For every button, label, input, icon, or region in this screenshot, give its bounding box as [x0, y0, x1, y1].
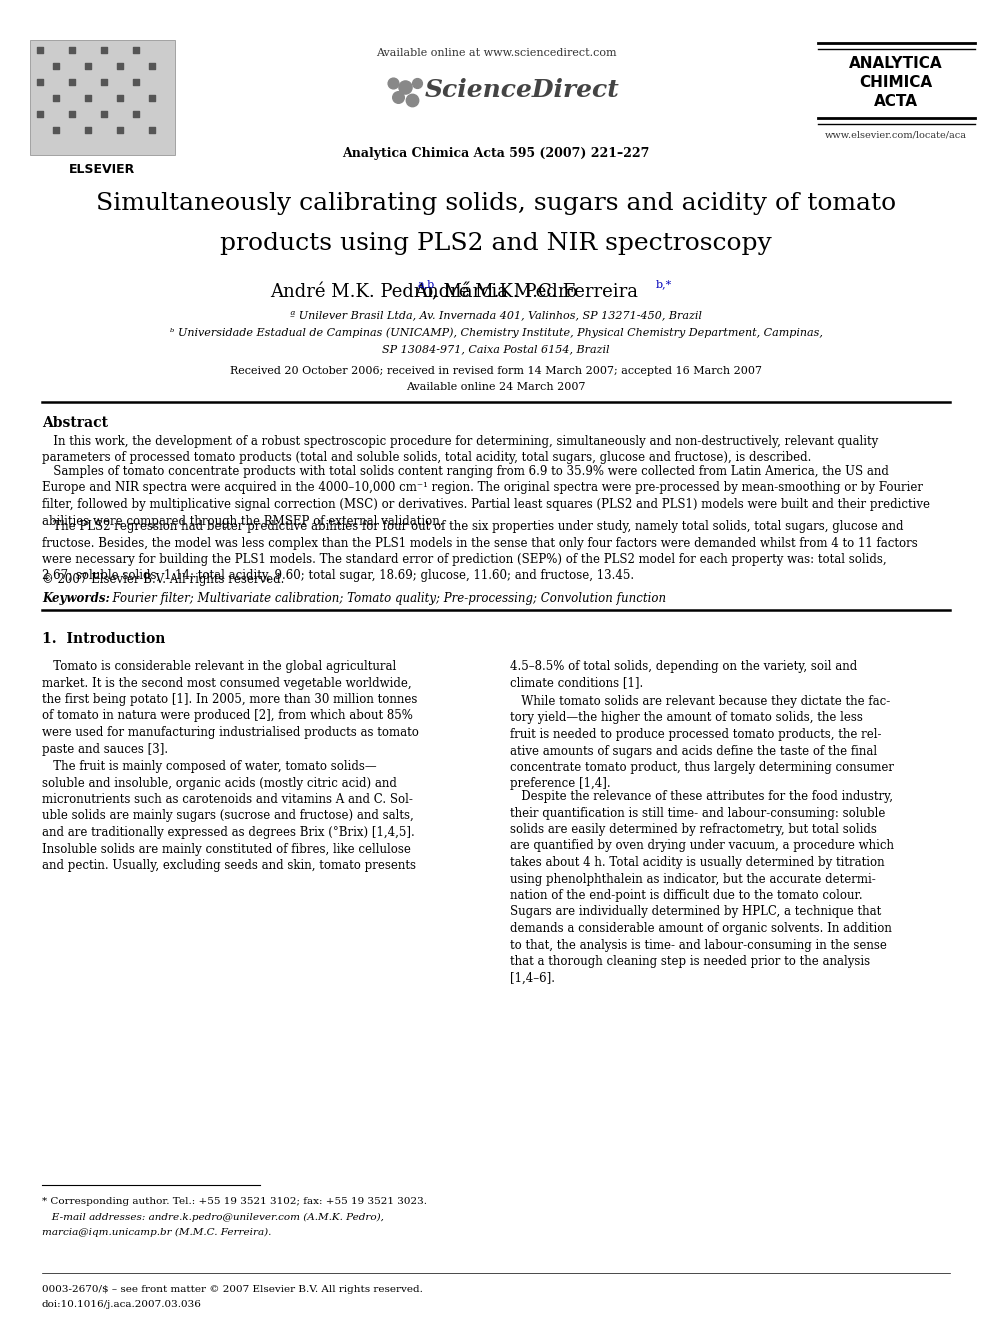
Text: André M.K. Pedro: André M.K. Pedro — [415, 283, 577, 302]
Text: ELSEVIER: ELSEVIER — [68, 163, 135, 176]
Text: Available online 24 March 2007: Available online 24 March 2007 — [407, 382, 585, 392]
Point — [32, 40, 48, 61]
Text: * Corresponding author. Tel.: +55 19 3521 3102; fax: +55 19 3521 3023.: * Corresponding author. Tel.: +55 19 352… — [42, 1197, 427, 1207]
Text: 0003-2670/$ – see front matter © 2007 Elsevier B.V. All rights reserved.: 0003-2670/$ – see front matter © 2007 El… — [42, 1285, 423, 1294]
Point — [128, 71, 144, 93]
Text: Received 20 October 2006; received in revised form 14 March 2007; accepted 16 Ma: Received 20 October 2006; received in re… — [230, 366, 762, 376]
Text: The fruit is mainly composed of water, tomato solids—
soluble and insoluble, org: The fruit is mainly composed of water, t… — [42, 759, 416, 872]
Point — [32, 71, 48, 93]
Text: Available online at www.sciencedirect.com: Available online at www.sciencedirect.co… — [376, 48, 616, 58]
Text: The PLS2 regression had better predictive abilities for four out of the six prop: The PLS2 regression had better predictiv… — [42, 520, 918, 582]
Point — [96, 40, 112, 61]
Text: ᵇ Universidade Estadual de Campinas (UNICAMP), Chemistry Institute, Physical Che: ᵇ Universidade Estadual de Campinas (UNI… — [170, 327, 822, 337]
Point — [80, 56, 96, 77]
Text: b,*: b,* — [656, 279, 673, 288]
Text: ScienceDirect: ScienceDirect — [425, 78, 620, 102]
Point — [128, 40, 144, 61]
Point — [385, 73, 401, 94]
Point — [404, 90, 420, 111]
Text: In this work, the development of a robust spectroscopic procedure for determinin: In this work, the development of a robus… — [42, 435, 878, 464]
Point — [80, 119, 96, 140]
Text: © 2007 Elsevier B.V. All rights reserved.: © 2007 Elsevier B.V. All rights reserved… — [42, 573, 285, 586]
Point — [96, 103, 112, 124]
Point — [32, 103, 48, 124]
Text: Simultaneously calibrating solids, sugars and acidity of tomato: Simultaneously calibrating solids, sugar… — [96, 192, 896, 216]
Text: CHIMICA: CHIMICA — [859, 75, 932, 90]
Point — [128, 103, 144, 124]
Text: a,b: a,b — [418, 279, 435, 288]
Text: SP 13084-971, Caixa Postal 6154, Brazil: SP 13084-971, Caixa Postal 6154, Brazil — [382, 344, 610, 355]
Point — [144, 87, 160, 108]
Text: doi:10.1016/j.aca.2007.03.036: doi:10.1016/j.aca.2007.03.036 — [42, 1301, 202, 1308]
Text: products using PLS2 and NIR spectroscopy: products using PLS2 and NIR spectroscopy — [220, 232, 772, 255]
Point — [112, 119, 128, 140]
Text: While tomato solids are relevant because they dictate the fac-
tory yield—the hi: While tomato solids are relevant because… — [510, 695, 894, 791]
Point — [48, 87, 63, 108]
Text: Tomato is considerable relevant in the global agricultural
market. It is the sec: Tomato is considerable relevant in the g… — [42, 660, 419, 755]
Point — [144, 56, 160, 77]
Point — [409, 73, 425, 94]
Text: ª Unilever Brasil Ltda, Av. Invernada 401, Valinhos, SP 13271-450, Brazil: ª Unilever Brasil Ltda, Av. Invernada 40… — [290, 310, 702, 320]
Text: Samples of tomato concentrate products with total solids content ranging from 6.: Samples of tomato concentrate products w… — [42, 464, 930, 528]
Point — [64, 71, 80, 93]
Text: Abstract: Abstract — [42, 415, 108, 430]
Point — [48, 119, 63, 140]
Text: E-mail addresses: andre.k.pedro@unilever.com (A.M.K. Pedro),: E-mail addresses: andre.k.pedro@unilever… — [42, 1213, 384, 1222]
Point — [390, 86, 406, 107]
Text: Fourier filter; Multivariate calibration; Tomato quality; Pre-processing; Convol: Fourier filter; Multivariate calibration… — [105, 591, 666, 605]
Text: marcia@iqm.unicamp.br (M.M.C. Ferreira).: marcia@iqm.unicamp.br (M.M.C. Ferreira). — [42, 1228, 272, 1237]
Point — [112, 87, 128, 108]
Text: 1.  Introduction: 1. Introduction — [42, 632, 166, 646]
Point — [112, 56, 128, 77]
Point — [64, 40, 80, 61]
Text: 4.5–8.5% of total solids, depending on the variety, soil and
climate conditions : 4.5–8.5% of total solids, depending on t… — [510, 660, 857, 689]
Point — [48, 56, 63, 77]
Text: Analytica Chimica Acta 595 (2007) 221–227: Analytica Chimica Acta 595 (2007) 221–22… — [342, 147, 650, 160]
Point — [64, 103, 80, 124]
Point — [80, 87, 96, 108]
Text: www.elsevier.com/locate/aca: www.elsevier.com/locate/aca — [825, 130, 967, 139]
Text: André M.K. Pedro: André M.K. Pedro — [270, 283, 434, 302]
Point — [96, 71, 112, 93]
Text: ANALYTICA: ANALYTICA — [849, 56, 942, 71]
Point — [144, 119, 160, 140]
Text: , Márcia M.C. Ferreira: , Márcia M.C. Ferreira — [432, 283, 638, 302]
Text: ACTA: ACTA — [874, 94, 918, 108]
Text: Keywords:: Keywords: — [42, 591, 110, 605]
Text: Despite the relevance of these attributes for the food industry,
their quantific: Despite the relevance of these attribute… — [510, 790, 894, 984]
Point — [397, 77, 413, 98]
Polygon shape — [30, 40, 175, 155]
